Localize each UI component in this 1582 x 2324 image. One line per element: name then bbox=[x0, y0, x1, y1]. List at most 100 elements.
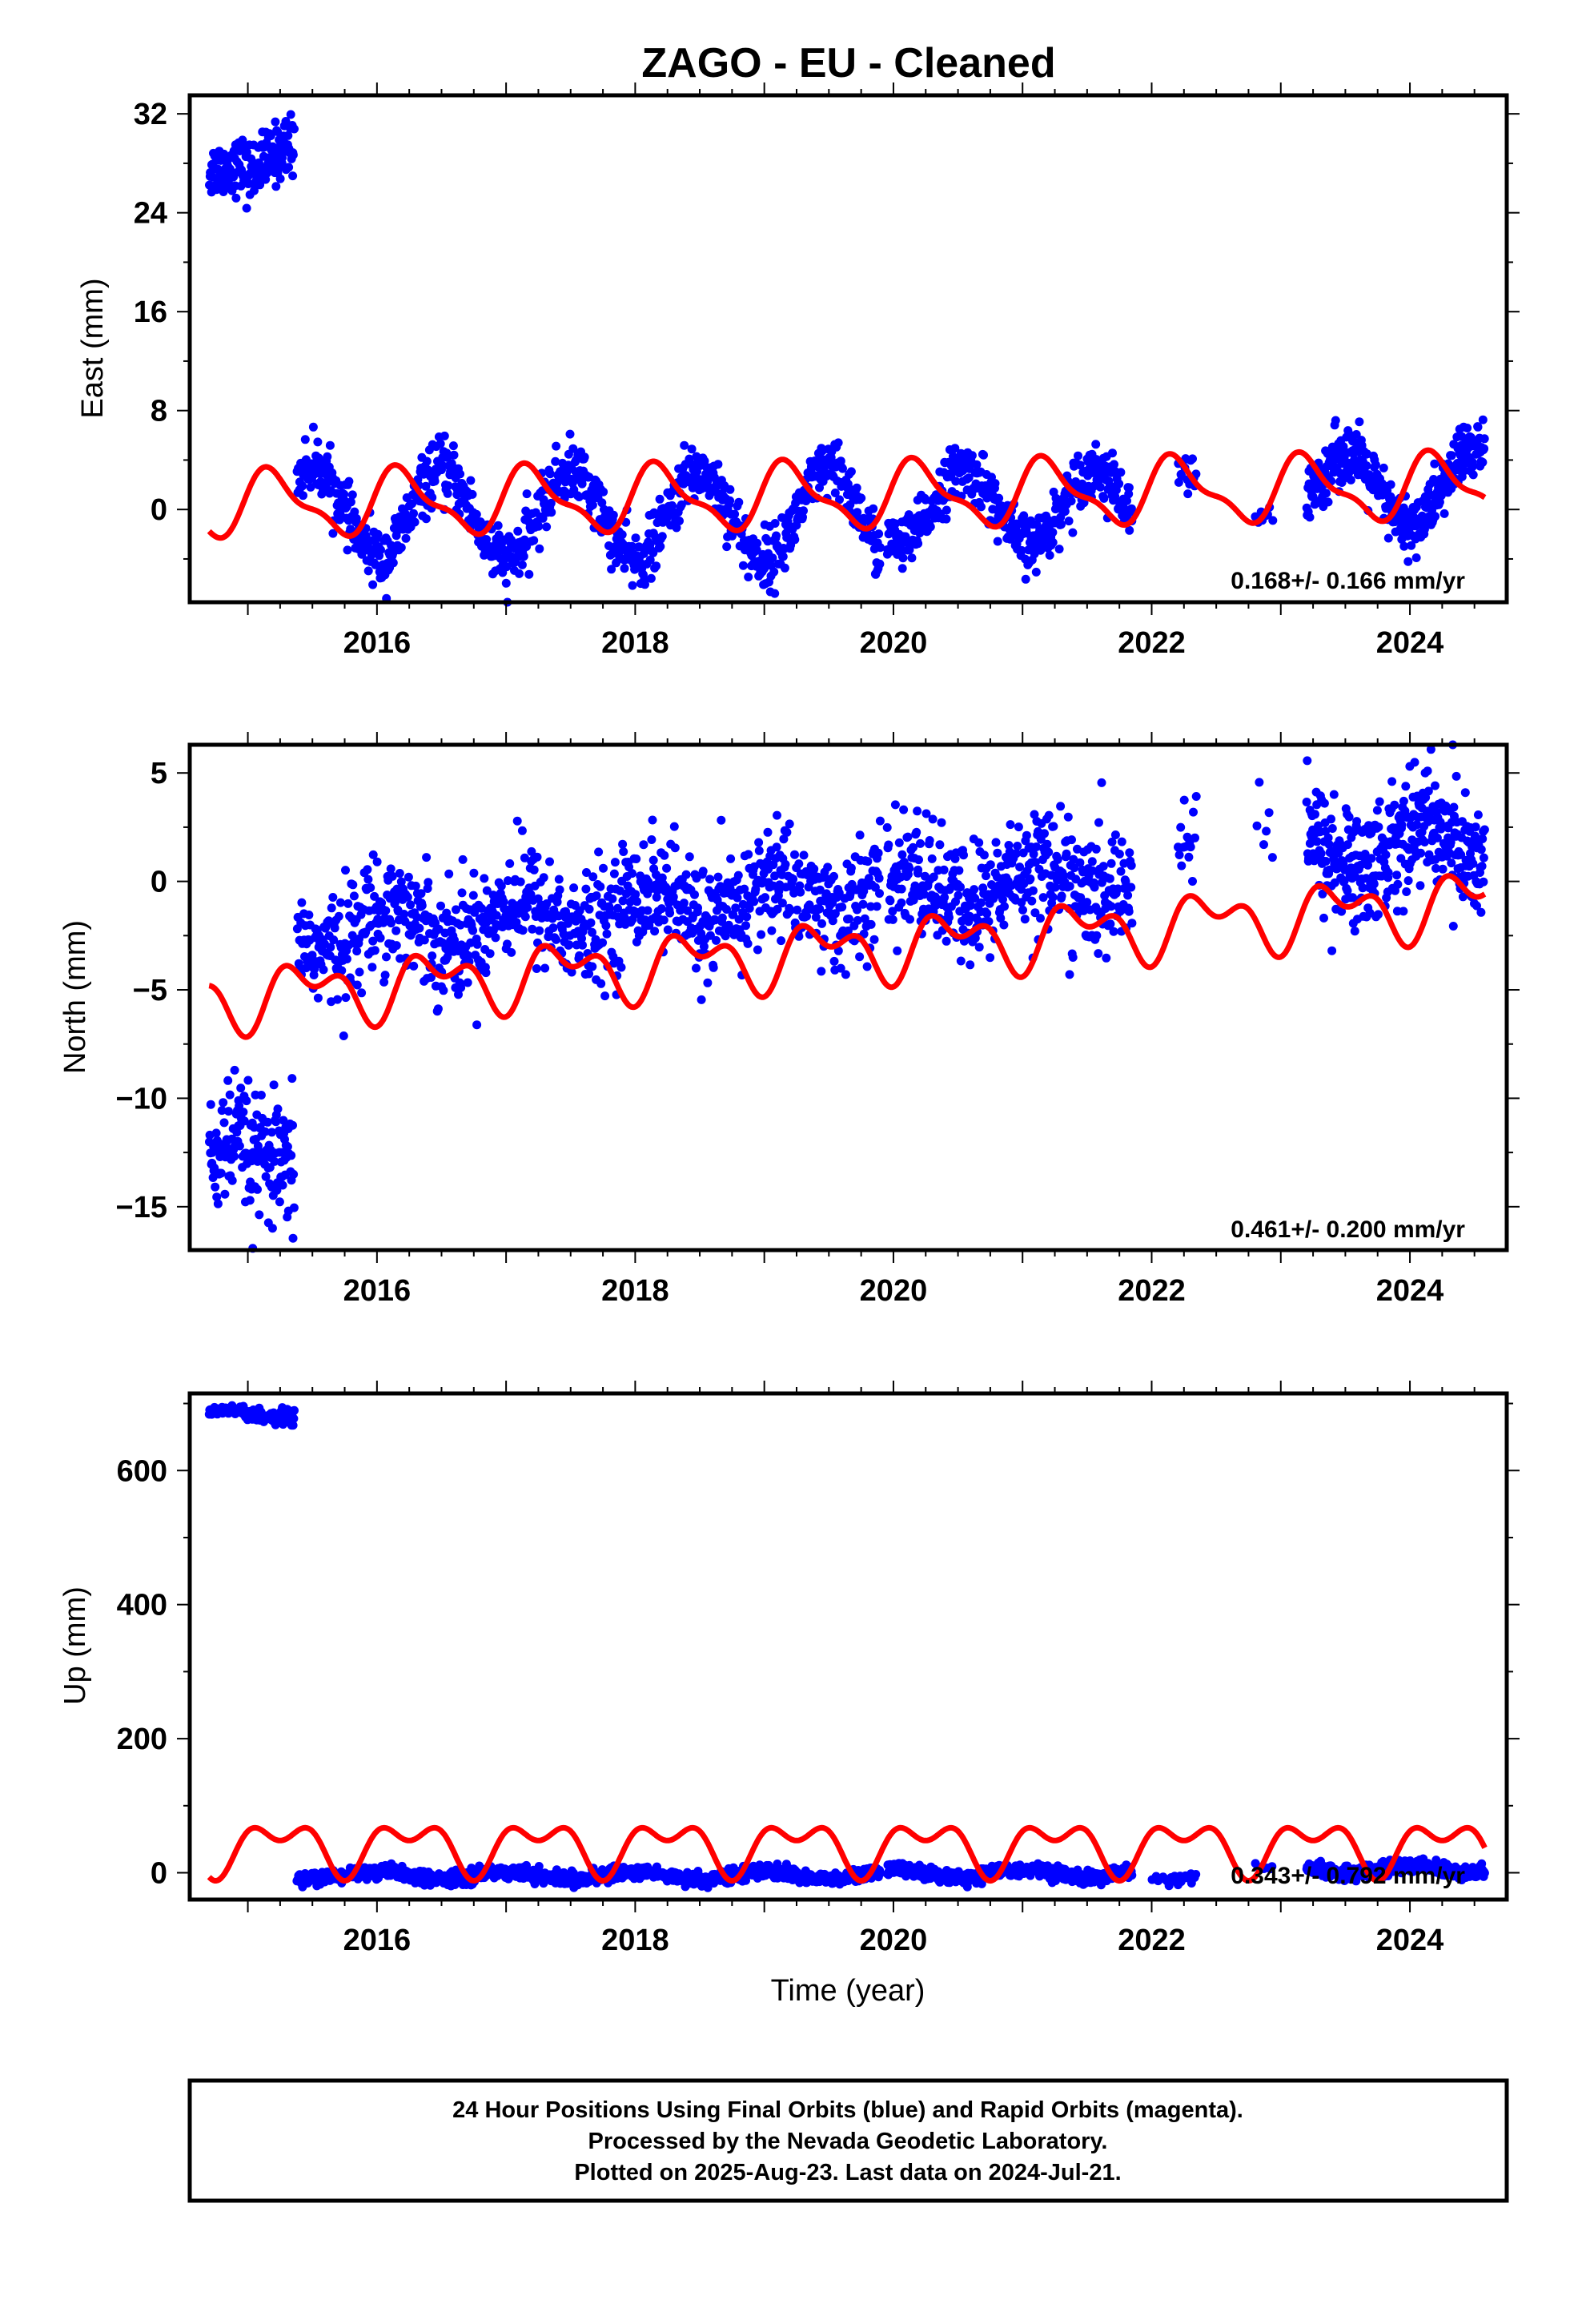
data-point bbox=[1463, 424, 1472, 432]
data-point bbox=[835, 495, 844, 505]
data-point bbox=[458, 854, 468, 864]
data-point bbox=[785, 819, 794, 829]
data-point bbox=[772, 531, 781, 541]
data-point bbox=[905, 863, 914, 873]
data-point bbox=[319, 965, 328, 975]
data-point bbox=[523, 903, 532, 912]
data-point bbox=[334, 911, 343, 921]
data-point bbox=[1048, 528, 1058, 537]
y-tick-label: 32 bbox=[134, 98, 167, 131]
data-point bbox=[267, 1224, 277, 1233]
data-point bbox=[505, 858, 515, 868]
data-point bbox=[517, 560, 527, 569]
data-point bbox=[1329, 790, 1339, 799]
data-point bbox=[697, 995, 706, 1004]
data-point bbox=[1018, 905, 1027, 915]
data-point bbox=[1369, 879, 1379, 889]
data-point bbox=[925, 836, 934, 845]
data-point bbox=[725, 496, 735, 505]
data-point bbox=[1062, 849, 1071, 858]
data-point bbox=[815, 904, 825, 914]
y-tick-label: −15 bbox=[116, 1191, 167, 1224]
data-point bbox=[1419, 838, 1429, 846]
data-point bbox=[206, 1100, 215, 1109]
data-point bbox=[372, 857, 382, 866]
data-point bbox=[370, 946, 379, 955]
data-point bbox=[1379, 463, 1388, 472]
data-point bbox=[515, 569, 524, 578]
data-point bbox=[990, 479, 1000, 489]
data-point bbox=[1188, 877, 1197, 886]
data-point bbox=[350, 507, 359, 517]
data-point bbox=[647, 835, 656, 844]
data-point bbox=[245, 1196, 255, 1205]
data-point bbox=[675, 517, 684, 525]
data-point bbox=[328, 893, 338, 902]
data-point bbox=[885, 896, 895, 906]
data-point bbox=[586, 918, 596, 927]
east-plot-frame bbox=[187, 93, 1509, 605]
data-point bbox=[846, 467, 856, 476]
data-point bbox=[935, 840, 945, 850]
data-point bbox=[1410, 758, 1419, 767]
data-point bbox=[773, 810, 781, 820]
data-point bbox=[1383, 868, 1393, 878]
data-point bbox=[1117, 837, 1126, 846]
data-point bbox=[601, 921, 611, 931]
data-point bbox=[1021, 574, 1030, 584]
data-point bbox=[1068, 953, 1078, 962]
data-point bbox=[1102, 953, 1111, 963]
data-point bbox=[211, 1182, 220, 1192]
data-point bbox=[433, 1004, 443, 1014]
data-point bbox=[657, 532, 667, 541]
data-point bbox=[790, 850, 799, 859]
data-point bbox=[970, 885, 979, 895]
data-point bbox=[1460, 788, 1470, 798]
data-point bbox=[632, 897, 642, 907]
data-point bbox=[993, 537, 1002, 546]
data-point bbox=[286, 110, 295, 119]
data-point bbox=[1477, 862, 1487, 871]
data-point bbox=[817, 919, 826, 928]
data-point bbox=[730, 509, 740, 519]
data-point bbox=[1087, 857, 1097, 866]
data-point bbox=[546, 498, 556, 508]
data-point bbox=[903, 832, 913, 842]
data-point bbox=[271, 182, 281, 191]
data-point bbox=[421, 514, 431, 524]
data-point bbox=[545, 857, 554, 866]
data-point bbox=[916, 838, 925, 848]
data-point bbox=[327, 903, 336, 913]
data-point bbox=[1082, 898, 1092, 907]
chart-title: ZAGO - EU - Cleaned bbox=[641, 40, 1055, 86]
data-point bbox=[289, 1203, 299, 1212]
data-point bbox=[817, 967, 826, 976]
data-point bbox=[351, 514, 361, 523]
data-point bbox=[656, 904, 666, 914]
data-point bbox=[1303, 756, 1312, 766]
data-point bbox=[993, 848, 1002, 858]
data-point bbox=[227, 1176, 237, 1185]
data-point bbox=[468, 926, 478, 935]
data-point bbox=[866, 919, 876, 929]
data-point bbox=[481, 968, 491, 978]
data-point bbox=[287, 1151, 296, 1160]
data-point bbox=[347, 490, 357, 500]
data-point bbox=[422, 456, 432, 466]
data-point bbox=[1044, 847, 1054, 857]
data-point bbox=[529, 536, 539, 545]
data-point bbox=[1065, 882, 1074, 891]
data-point bbox=[1109, 927, 1118, 936]
data-point bbox=[616, 963, 626, 972]
data-point bbox=[1091, 440, 1101, 449]
data-point bbox=[503, 939, 512, 949]
data-point bbox=[1399, 796, 1408, 806]
data-point bbox=[1362, 461, 1371, 471]
data-point bbox=[1346, 475, 1355, 485]
data-point bbox=[1327, 946, 1337, 955]
data-point bbox=[1183, 489, 1193, 499]
data-point bbox=[577, 479, 587, 489]
data-point bbox=[409, 509, 418, 518]
data-point bbox=[1106, 858, 1116, 868]
data-point bbox=[520, 535, 529, 545]
